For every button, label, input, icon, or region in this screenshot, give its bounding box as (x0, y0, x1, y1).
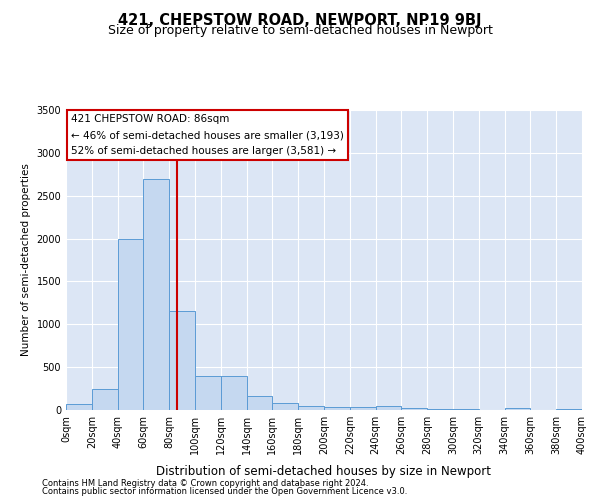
Bar (556, 408, 582, 410)
Bar (350, 407, 376, 410)
Bar (169, 312, 195, 410)
Text: Contains HM Land Registry data © Crown copyright and database right 2024.: Contains HM Land Registry data © Crown c… (42, 478, 368, 488)
Bar (118, 238, 143, 410)
Bar (427, 408, 453, 410)
Y-axis label: Number of semi-detached properties: Number of semi-detached properties (21, 164, 31, 356)
Text: Size of property relative to semi-detached houses in Newport: Size of property relative to semi-detach… (107, 24, 493, 37)
Bar (143, 178, 169, 410)
Text: 421, CHEPSTOW ROAD, NEWPORT, NP19 9BJ: 421, CHEPSTOW ROAD, NEWPORT, NP19 9BJ (118, 12, 482, 28)
Bar (453, 409, 479, 410)
Bar (298, 406, 324, 410)
Bar (247, 396, 272, 410)
Bar (272, 403, 298, 410)
Bar (195, 376, 221, 410)
Bar (324, 406, 350, 410)
Bar (221, 376, 247, 410)
Text: Contains public sector information licensed under the Open Government Licence v3: Contains public sector information licen… (42, 487, 407, 496)
Bar (66, 404, 92, 410)
X-axis label: Distribution of semi-detached houses by size in Newport: Distribution of semi-detached houses by … (157, 466, 491, 478)
Bar (376, 406, 401, 410)
Bar (401, 408, 427, 410)
Bar (92, 388, 118, 410)
Text: 421 CHEPSTOW ROAD: 86sqm
← 46% of semi-detached houses are smaller (3,193)
52% o: 421 CHEPSTOW ROAD: 86sqm ← 46% of semi-d… (71, 114, 344, 156)
Bar (505, 408, 530, 410)
